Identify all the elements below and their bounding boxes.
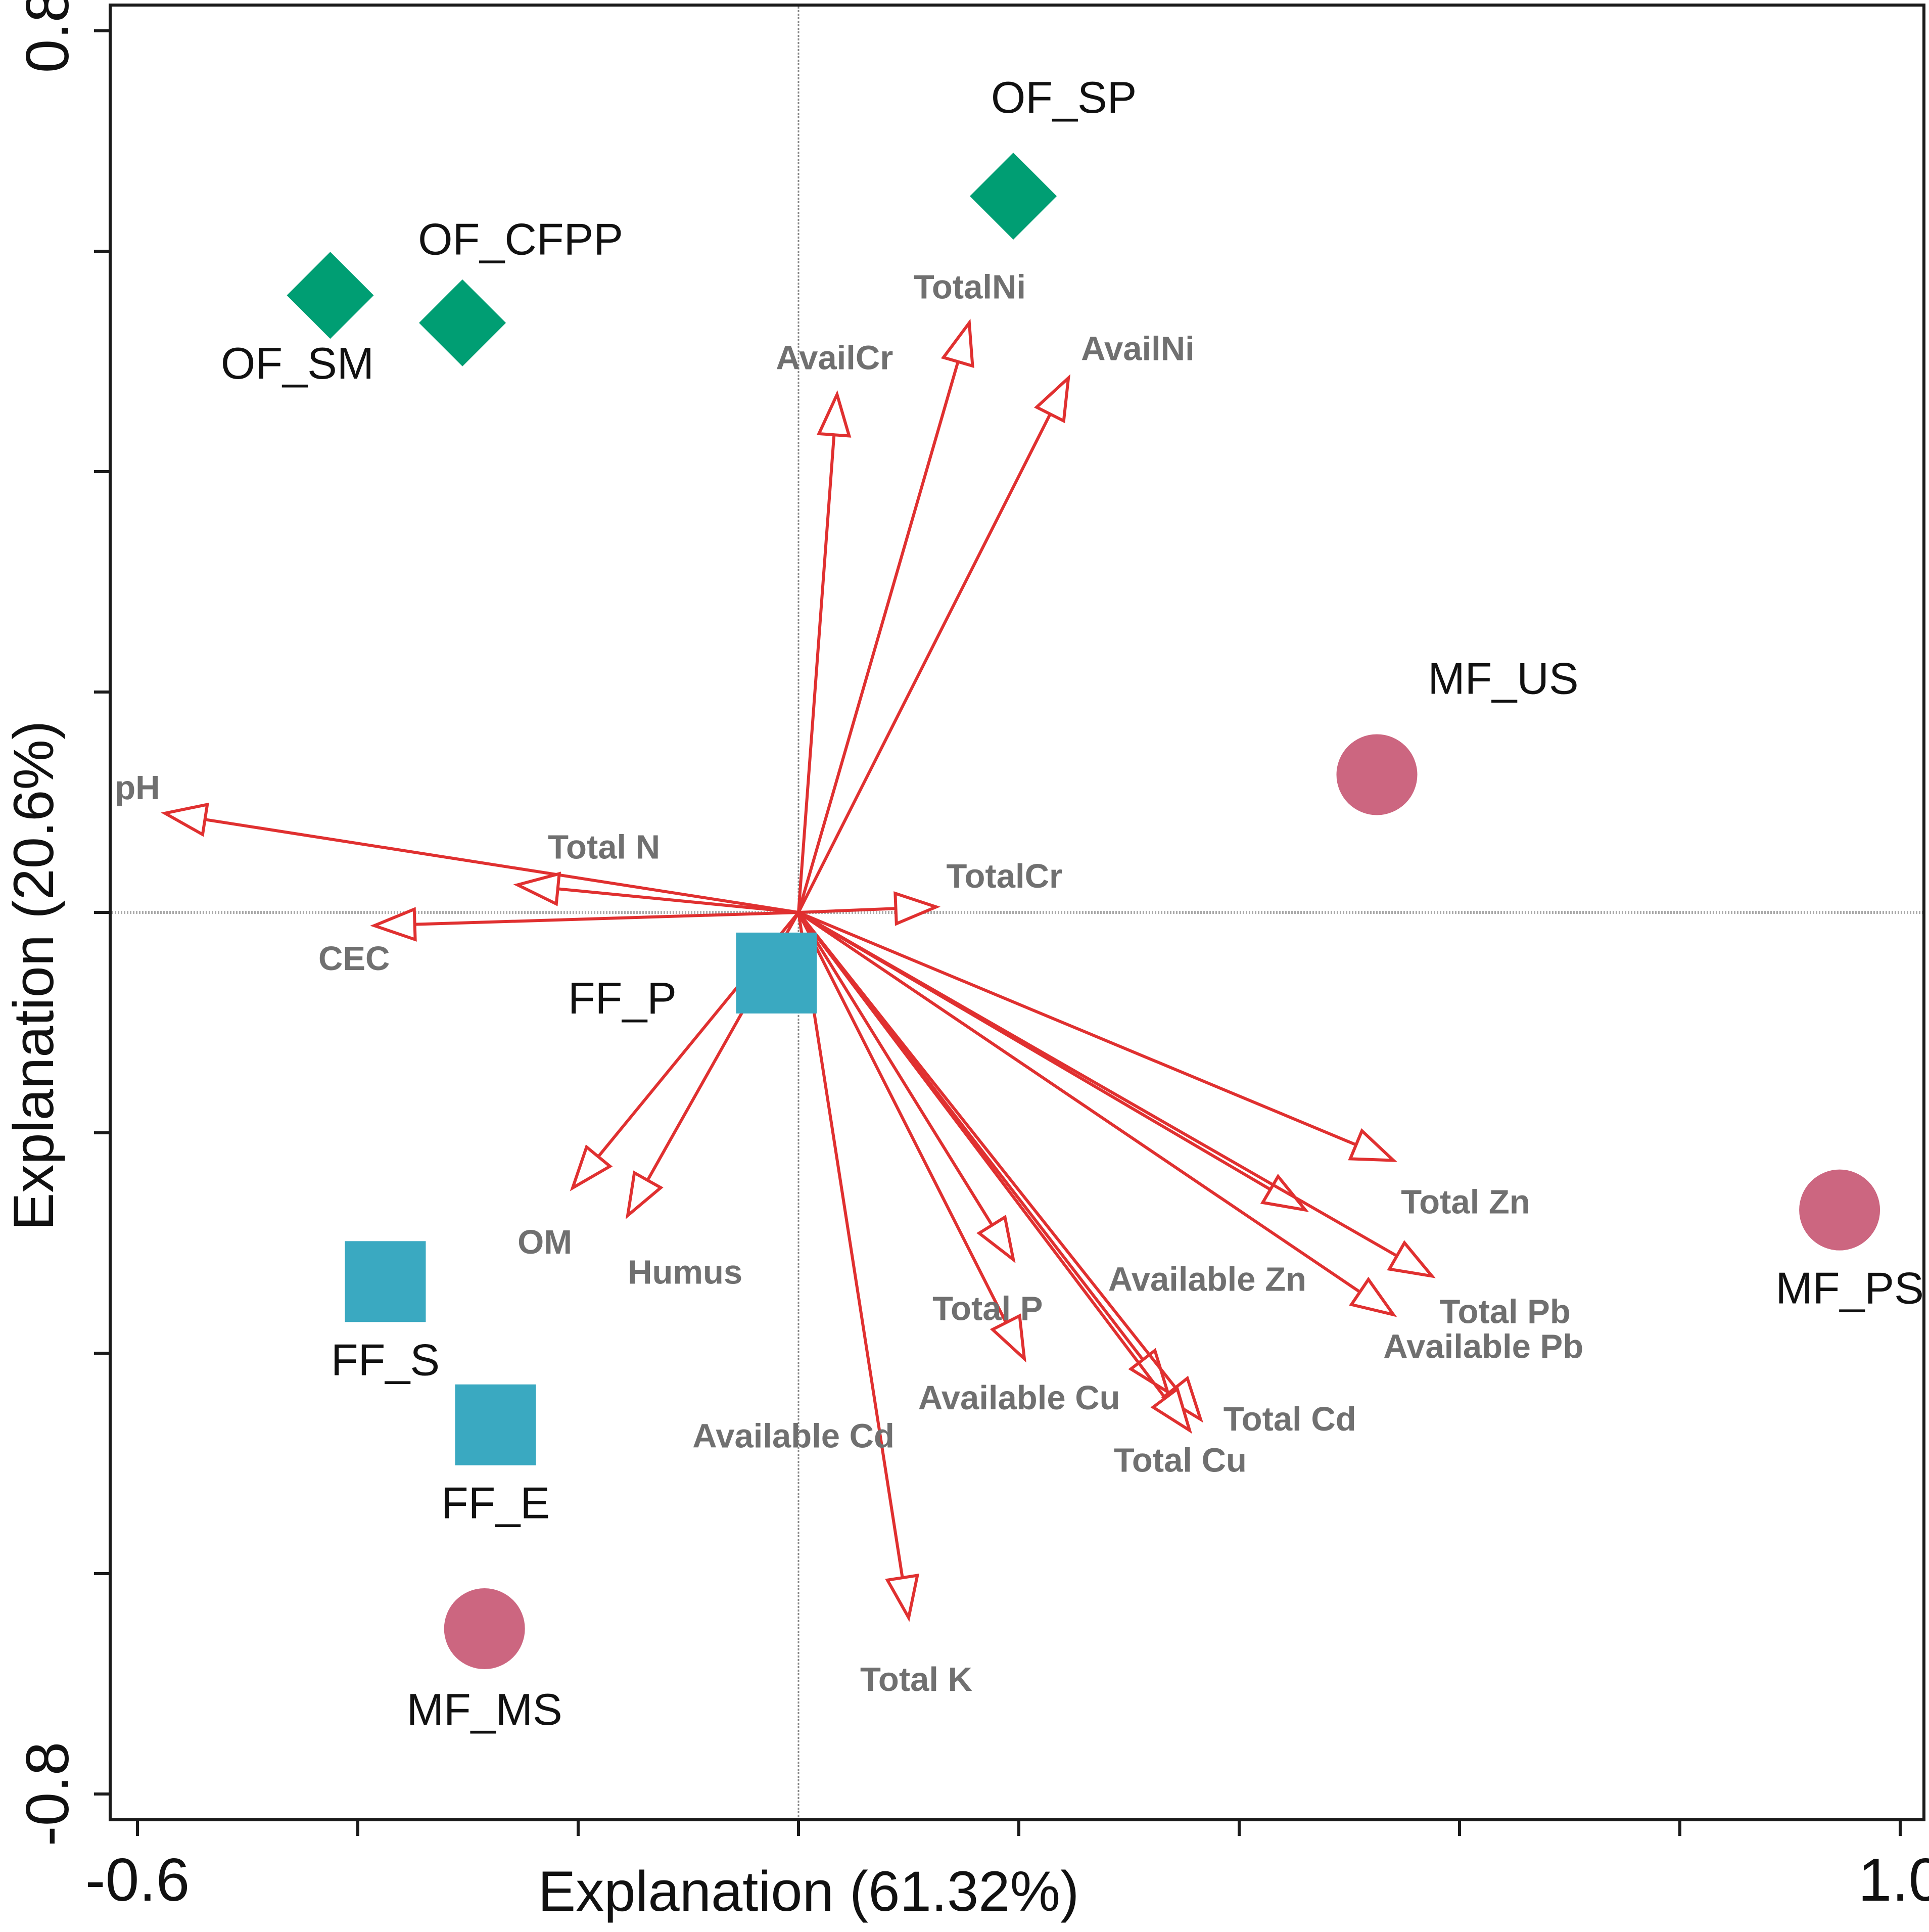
vector-line-available-cu bbox=[797, 911, 1008, 1323]
sample-marker-mf-ps bbox=[1799, 1169, 1880, 1251]
x-tick-label-1: 1.0 bbox=[1858, 1846, 1929, 1914]
vector-label-available-cd: Available Cd bbox=[692, 1417, 895, 1455]
sample-marker-of-cfpp bbox=[419, 279, 506, 366]
vector-arrowhead-totalcr bbox=[893, 891, 941, 926]
vector-arrowhead-total-p bbox=[976, 1215, 1016, 1263]
vector-arrowhead-available-cu bbox=[990, 1313, 1026, 1363]
vector-line-total-n bbox=[557, 887, 799, 914]
x-tick-label-0: -0.6 bbox=[85, 1846, 190, 1914]
sample-marker-of-sm bbox=[287, 252, 374, 339]
vector-labels: pH Total N CEC TotalCr AvailCr TotalNi AvailNi… bbox=[115, 268, 1583, 1698]
vector-label-total-n: Total N bbox=[548, 829, 660, 866]
vector-arrowhead-available-pb bbox=[1349, 1276, 1397, 1317]
vector-arrowhead-total-cu bbox=[1150, 1386, 1193, 1434]
vector-label-totalni: TotalNi bbox=[914, 268, 1026, 306]
vector-line-available-pb bbox=[797, 911, 1361, 1294]
sample-label-of-cfpp: OF_CFPP bbox=[418, 214, 623, 264]
vector-label-availcr: AvailCr bbox=[776, 339, 893, 377]
vector-label-total-p: Total P bbox=[932, 1290, 1043, 1328]
axis-tick-labels: -0.6 1.0 0.8 -0.8 bbox=[14, 0, 1929, 1914]
vector-arrowhead-om bbox=[570, 1144, 613, 1191]
sample-points bbox=[287, 153, 1880, 1669]
vector-line-total-p bbox=[797, 911, 994, 1226]
vector-line-total-cd bbox=[797, 911, 1177, 1389]
vector-arrowhead-total-pb bbox=[1387, 1240, 1436, 1278]
sample-label-of-sp: OF_SP bbox=[991, 72, 1137, 122]
y-tick-label-1: -0.8 bbox=[14, 1742, 81, 1847]
vector-arrowhead-total-n bbox=[513, 871, 561, 906]
vector-arrowhead-total-k bbox=[885, 1573, 920, 1622]
sample-label-mf-us: MF_US bbox=[1428, 654, 1578, 704]
axis-ticks bbox=[94, 29, 1902, 1836]
x-axis-title: Explanation (61.32%) bbox=[538, 1860, 1079, 1923]
y-axis-title: Explanation (20.6%) bbox=[2, 721, 65, 1231]
vector-arrowhead-totalni bbox=[940, 318, 974, 368]
sample-label-ff-s: FF_S bbox=[331, 1335, 440, 1385]
vector-line-availni bbox=[797, 413, 1052, 913]
sample-label-ff-p: FF_P bbox=[568, 973, 677, 1023]
vector-arrowhead-ph bbox=[161, 802, 209, 837]
sample-labels: OF_SP OF_SM OF_CFPP MF_US MF_PS MF_MS FF_P FF_S… bbox=[221, 72, 1924, 1734]
vector-label-total-zn: Total Zn bbox=[1401, 1183, 1530, 1221]
vector-line-availcr bbox=[797, 434, 836, 913]
vector-arrowhead-humus bbox=[625, 1170, 664, 1219]
sample-marker-mf-ms bbox=[444, 1588, 525, 1669]
sample-label-mf-ps: MF_PS bbox=[1775, 1263, 1923, 1313]
sample-label-of-sm: OF_SM bbox=[221, 338, 374, 388]
vector-line-ph bbox=[205, 818, 799, 914]
sample-marker-ff-p bbox=[736, 932, 817, 1014]
vector-label-total-k: Total K bbox=[860, 1661, 972, 1698]
environment-vectors bbox=[161, 318, 1436, 1622]
sample-marker-ff-s bbox=[345, 1241, 426, 1322]
vector-label-ph: pH bbox=[115, 769, 160, 807]
vector-label-total-cd: Total Cd bbox=[1224, 1400, 1356, 1438]
vector-arrowhead-total-zn bbox=[1348, 1128, 1398, 1162]
sample-marker-of-sp bbox=[970, 153, 1057, 240]
vector-label-available-pb: Available Pb bbox=[1383, 1328, 1583, 1366]
vector-line-totalcr bbox=[798, 907, 896, 914]
sample-marker-mf-us bbox=[1336, 734, 1418, 815]
vector-label-humus: Humus bbox=[628, 1254, 742, 1292]
vector-line-total-zn bbox=[797, 911, 1357, 1146]
sample-label-mf-ms: MF_MS bbox=[407, 1684, 562, 1734]
vector-label-totalcr: TotalCr bbox=[947, 857, 1063, 895]
vector-line-total-cu bbox=[797, 911, 1167, 1399]
vector-label-total-cu: Total Cu bbox=[1114, 1442, 1247, 1480]
y-tick-label-0: 0.8 bbox=[14, 0, 81, 73]
vector-arrowhead-availni bbox=[1034, 374, 1070, 424]
vector-arrowhead-availcr bbox=[816, 390, 852, 438]
vector-label-total-pb: Total Pb bbox=[1440, 1293, 1571, 1330]
vector-line-totalni bbox=[797, 361, 960, 913]
vector-label-available-zn: Available Zn bbox=[1108, 1261, 1306, 1299]
vector-line-cec bbox=[414, 911, 799, 926]
vector-line-total-pb bbox=[797, 911, 1398, 1258]
sample-label-ff-e: FF_E bbox=[441, 1478, 550, 1528]
sample-marker-ff-e bbox=[455, 1384, 536, 1465]
vector-label-availni: AvailNi bbox=[1081, 330, 1195, 368]
vector-label-available-cu: Available Cu bbox=[918, 1379, 1120, 1417]
vector-line-total-k bbox=[797, 912, 904, 1578]
vector-label-om: OM bbox=[517, 1223, 572, 1261]
vector-arrowhead-cec bbox=[370, 907, 417, 942]
vector-label-cec: CEC bbox=[318, 940, 390, 978]
